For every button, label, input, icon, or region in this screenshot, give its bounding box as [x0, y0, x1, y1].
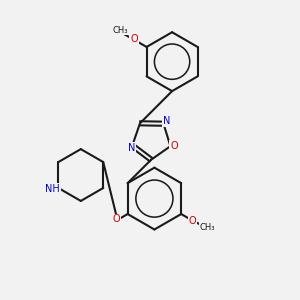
- Text: NH: NH: [45, 184, 60, 194]
- Text: O: O: [189, 216, 196, 226]
- Text: CH₃: CH₃: [200, 223, 215, 232]
- Text: O: O: [130, 34, 138, 44]
- Text: O: O: [170, 141, 178, 151]
- Text: N: N: [163, 116, 170, 126]
- Text: CH₃: CH₃: [112, 26, 128, 35]
- Text: N: N: [128, 143, 135, 153]
- Text: O: O: [113, 214, 120, 224]
